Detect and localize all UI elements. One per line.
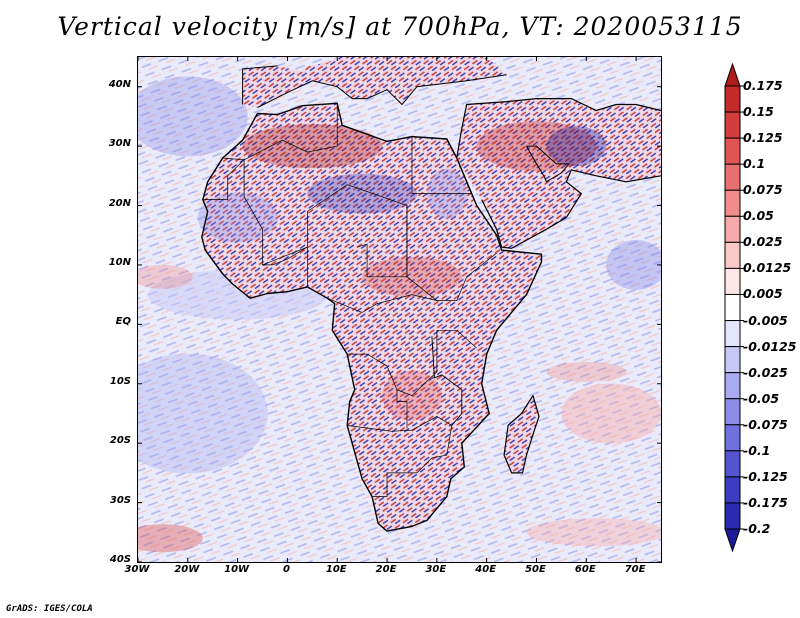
rift-lakes — [431, 336, 463, 426]
colorbar-level-label: 0.025 — [743, 234, 783, 250]
lat-tick-label: 10N — [108, 256, 131, 268]
colorbar-max-triangle — [724, 62, 741, 87]
velocity-patches — [138, 57, 661, 553]
coastlines — [201, 65, 661, 532]
europe-landmass — [242, 57, 507, 108]
country-borders — [222, 157, 408, 278]
land-patch — [242, 124, 383, 169]
chart-title: Vertical velocity [m/s] at 700hPa, VT: 2… — [57, 12, 743, 41]
colorbar-swatch — [724, 215, 741, 243]
lon-tick-label: 0 — [282, 564, 290, 575]
country-borders — [411, 136, 473, 194]
colorbar-swatch — [724, 476, 741, 504]
country-borders — [262, 246, 308, 287]
madagascar-landmass — [504, 395, 539, 473]
land-patch — [546, 126, 607, 167]
ocean-patch — [138, 524, 203, 553]
ocean-patch — [526, 518, 661, 547]
lon-tick-label: 20W — [174, 564, 200, 575]
colorbar-swatch — [724, 450, 741, 478]
country-borders — [202, 159, 245, 200]
colorbar-level-label: 0.15 — [743, 104, 774, 120]
colorbar-swatch — [724, 320, 741, 348]
lat-tick-label: 20S — [109, 435, 131, 447]
colorbar-level-label: -0.025 — [743, 364, 788, 380]
colorbar-level-label: -0.2 — [743, 521, 771, 536]
colorbar-swatch — [724, 85, 741, 113]
colorbar-level-label: 0.0125 — [743, 260, 792, 276]
mediterranean-north-coastline — [257, 74, 507, 108]
lat-tick-label: 30S — [109, 494, 131, 506]
lon-tick-label: 40E — [475, 564, 497, 575]
colorbar-level-label: 0.1 — [743, 156, 766, 172]
lat-tick-label: 40S — [109, 554, 131, 565]
land-patch — [307, 173, 418, 214]
lon-tick-label: 50E — [525, 564, 546, 575]
credit-label: GrADS: IGES/COLA — [6, 604, 93, 614]
colorbar-level-label: 0.125 — [743, 130, 783, 146]
lat-tick-label: 10S — [109, 375, 131, 387]
arabia-landmass — [456, 98, 661, 249]
country-borders — [243, 104, 338, 161]
lat-tick-label: EQ — [115, 316, 131, 328]
colorbar-swatch — [724, 398, 741, 426]
colorbar-level-label: -0.125 — [743, 468, 788, 484]
colorbar-level-label: -0.005 — [743, 312, 788, 328]
lon-tick-label: 60E — [574, 564, 596, 575]
colorbar-min-triangle — [724, 528, 741, 553]
country-borders — [347, 329, 477, 397]
velocity-map — [137, 56, 662, 563]
lon-tick-label: 10W — [224, 564, 250, 575]
lat-tick-label: 30N — [108, 138, 131, 150]
colorbar-swatch — [724, 346, 741, 374]
colorbar-swatch — [724, 241, 741, 269]
arabia-coastline — [481, 169, 661, 249]
map-canvas — [138, 57, 661, 562]
colorbar-swatch — [724, 372, 741, 400]
country-borders — [396, 389, 408, 429]
colorbar-swatch — [724, 424, 741, 452]
colorbar-level-label: -0.175 — [743, 494, 788, 510]
lat-tick-label: 40N — [108, 78, 131, 90]
persian-gulf-coastline — [526, 145, 570, 183]
ocean-patch — [606, 239, 661, 290]
colorbar-swatch — [724, 137, 741, 165]
colorbar-level-label: -0.05 — [743, 390, 780, 406]
iberia-coastline — [242, 65, 278, 105]
colorbar-level-label: 0.075 — [743, 182, 783, 198]
africa-coastline — [201, 102, 543, 532]
lon-tick-label: 30W — [124, 564, 150, 575]
colorbar-swatch — [724, 163, 741, 191]
ocean-patch — [138, 264, 193, 289]
colorbar-swatch — [724, 293, 741, 322]
lon-tick-label: 20E — [375, 564, 397, 575]
ocean-patch — [546, 361, 627, 382]
colorbar-level-label: -0.075 — [743, 416, 788, 432]
colorbar-swatch — [724, 267, 741, 295]
country-borders — [347, 415, 453, 497]
land-patch — [361, 256, 462, 297]
africa-landmass — [201, 103, 542, 532]
lon-tick-label: 30E — [425, 564, 447, 575]
colorbar-level-label: 0.05 — [743, 208, 774, 224]
lat-tick-label: 20N — [108, 197, 131, 209]
country-borders — [406, 205, 497, 301]
lon-tick-label: 70E — [624, 564, 646, 575]
colorbar-level-label: 0.175 — [743, 78, 783, 93]
colorbar-level-label: -0.1 — [743, 442, 771, 458]
colorbar-level-label: 0.005 — [743, 286, 783, 302]
colorbar-swatch — [724, 111, 741, 139]
ocean-patch — [138, 76, 248, 157]
colorbar-swatch — [724, 189, 741, 217]
land-patch — [197, 192, 278, 243]
lon-tick-label: 10E — [325, 564, 347, 575]
asia-coastline — [456, 97, 661, 159]
colorbar-level-label: -0.0125 — [743, 338, 797, 354]
madagascar-coastline — [503, 395, 540, 474]
ocean-patch — [561, 383, 661, 444]
ocean-patch — [138, 353, 268, 474]
colorbar-swatch — [724, 502, 741, 530]
country-borders — [327, 294, 437, 313]
